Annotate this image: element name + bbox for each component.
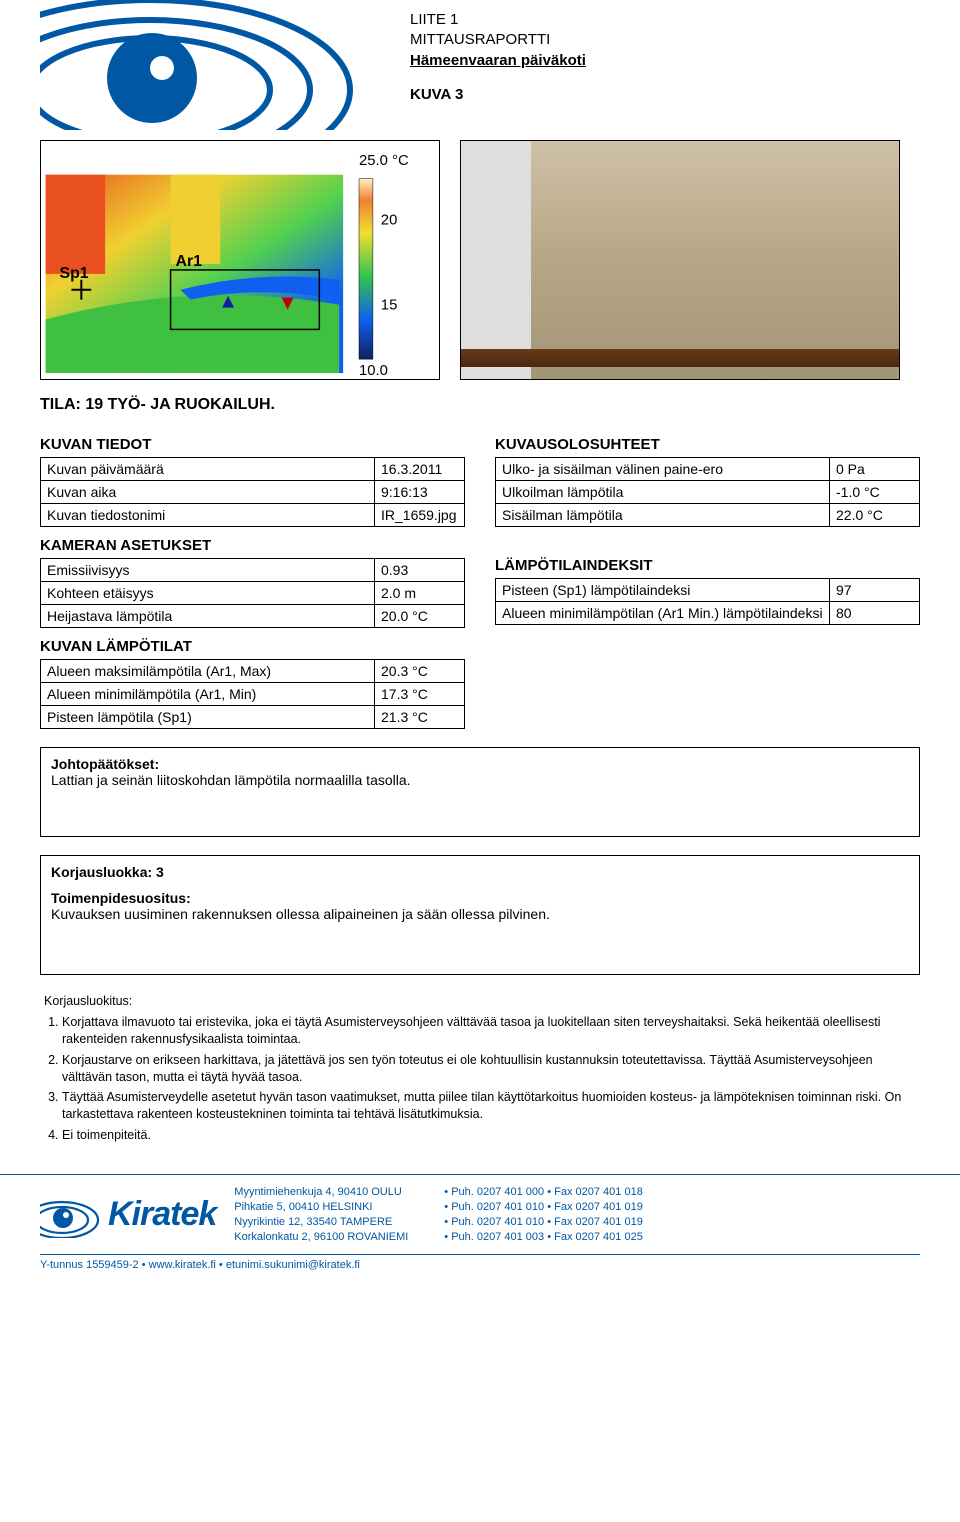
olosuhteet-table: Ulko- ja sisäilman välinen paine-ero0 Pa… — [495, 457, 920, 527]
indeksit-table: Pisteen (Sp1) lämpötilaindeksi97 Alueen … — [495, 578, 920, 625]
indeksit-title: LÄMPÖTILAINDEKSIT — [495, 557, 920, 574]
footer-bottom: Y-tunnus 1559459-2 • www.kiratek.fi • et… — [40, 1254, 920, 1271]
table-row: Kohteen etäisyys2.0 m — [41, 582, 465, 605]
table-row: Alueen minimilämpötila (Ar1, Min)17.3 °C — [41, 683, 465, 706]
kameran-table: Emissiivisyys0.93 Kohteen etäisyys2.0 m … — [40, 558, 465, 628]
tila-title: TILA: 19 TYÖ- JA RUOKAILUH. — [40, 396, 920, 414]
toim-title: Toimenpidesuositus: — [51, 890, 909, 906]
korjausluokka-box: Korjausluokka: 3 Toimenpidesuositus: Kuv… — [40, 855, 920, 975]
reference-photo — [460, 140, 900, 380]
table-row: Alueen minimilämpötilan (Ar1 Min.) lämpö… — [496, 602, 920, 625]
svg-text:10.0: 10.0 — [359, 363, 388, 379]
toim-text: Kuvauksen uusiminen rakennuksen ollessa … — [51, 906, 909, 922]
olosuhteet-title: KUVAUSOLOSUHTEET — [495, 436, 920, 453]
svg-text:15: 15 — [381, 298, 398, 314]
table-row: Kuvan aika9:16:13 — [41, 481, 465, 504]
images-row: Sp1 Ar1 25.0 °C 20 15 10.0 — [40, 140, 920, 380]
sp1-label: Sp1 — [60, 265, 89, 282]
table-row: Kuvan päivämäärä16.3.2011 — [41, 458, 465, 481]
korjausluokitus: Korjausluokitus: Korjattava ilmavuoto ta… — [44, 993, 916, 1144]
kuvan-tiedot-title: KUVAN TIEDOT — [40, 436, 465, 453]
table-row: Pisteen lämpötila (Sp1)21.3 °C — [41, 706, 465, 729]
footer-logo: Kiratek — [40, 1192, 216, 1238]
footer-addresses: Myyntimiehenkuja 4, 90410 OULU Pihkatie … — [234, 1185, 709, 1244]
svg-text:20: 20 — [381, 212, 398, 228]
korjaus-luokka: Korjausluokka: 3 — [51, 864, 909, 880]
list-item: Ei toimenpiteitä. — [62, 1127, 916, 1144]
header-line2: MITTAUSRAPORTTI — [410, 30, 586, 50]
kameran-title: KAMERAN ASETUKSET — [40, 537, 465, 554]
table-row: Ulkoilman lämpötila-1.0 °C — [496, 481, 920, 504]
footer: Kiratek Myyntimiehenkuja 4, 90410 OULU P… — [0, 1174, 960, 1250]
list-item: Täyttää Asumisterveydelle asetetut hyvän… — [62, 1089, 916, 1123]
lampotilat-title: KUVAN LÄMPÖTILAT — [40, 638, 465, 655]
info-columns: KUVAN TIEDOT Kuvan päivämäärä16.3.2011 K… — [40, 426, 920, 729]
table-row: Pisteen (Sp1) lämpötilaindeksi97 — [496, 579, 920, 602]
footer-brand: Kiratek — [108, 1195, 216, 1234]
table-row: Ulko- ja sisäilman välinen paine-ero0 Pa — [496, 458, 920, 481]
svg-text:25.0 °C: 25.0 °C — [359, 153, 409, 169]
list-item: Korjaustarve on erikseen harkittava, ja … — [62, 1052, 916, 1086]
table-row: Heijastava lämpötila20.0 °C — [41, 605, 465, 628]
table-row: Emissiivisyys0.93 — [41, 559, 465, 582]
johtop-title: Johtopäätökset: — [51, 756, 909, 772]
lampotilat-table: Alueen maksimilämpötila (Ar1, Max)20.3 °… — [40, 659, 465, 729]
thermal-image: Sp1 Ar1 25.0 °C 20 15 10.0 — [40, 140, 440, 380]
header-row: LIITE 1 MITTAUSRAPORTTI Hämeenvaaran päi… — [40, 0, 920, 130]
header-line1: LIITE 1 — [410, 10, 586, 30]
ar1-label: Ar1 — [176, 253, 203, 270]
johtopaatokset-box: Johtopäätökset: Lattian ja seinän liitos… — [40, 747, 920, 837]
johtop-text: Lattian ja seinän liitoskohdan lämpötila… — [51, 772, 909, 788]
table-row: Alueen maksimilämpötila (Ar1, Max)20.3 °… — [41, 660, 465, 683]
left-col: KUVAN TIEDOT Kuvan päivämäärä16.3.2011 K… — [40, 426, 465, 729]
right-col: KUVAUSOLOSUHTEET Ulko- ja sisäilman väli… — [495, 426, 920, 729]
table-row: Sisäilman lämpötila22.0 °C — [496, 504, 920, 527]
table-row: Kuvan tiedostonimiIR_1659.jpg — [41, 504, 465, 527]
header-text: LIITE 1 MITTAUSRAPORTTI Hämeenvaaran päi… — [410, 0, 586, 105]
kuvan-tiedot-table: Kuvan päivämäärä16.3.2011 Kuvan aika9:16… — [40, 457, 465, 527]
eye-logo — [40, 0, 380, 130]
luokitus-title: Korjausluokitus: — [44, 993, 916, 1010]
list-item: Korjattava ilmavuoto tai eristevika, jok… — [62, 1014, 916, 1048]
header-line3: Hämeenvaaran päiväkoti — [410, 51, 586, 71]
kuva-label: KUVA 3 — [410, 85, 586, 105]
